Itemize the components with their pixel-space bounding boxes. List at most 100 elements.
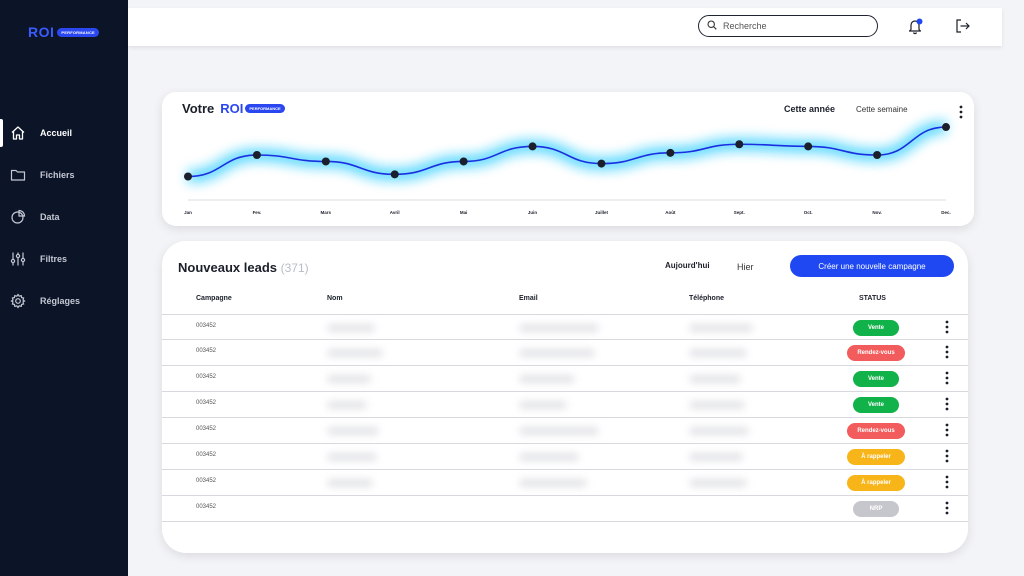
- row-kebab-menu-icon[interactable]: [944, 448, 950, 464]
- cell-email-blurred: [519, 401, 567, 409]
- cell-email-blurred: [519, 349, 595, 357]
- x-tick-label: Juillet: [595, 210, 609, 215]
- kebab-menu-icon[interactable]: [958, 104, 964, 120]
- filter-today[interactable]: Aujourd'hui: [665, 261, 710, 270]
- data-point[interactable]: [252, 151, 261, 159]
- gear-icon: [10, 293, 26, 309]
- data-point[interactable]: [390, 170, 399, 179]
- x-tick-label: Avril: [390, 210, 400, 215]
- row-kebab-menu-icon[interactable]: [944, 319, 950, 335]
- table-row[interactable]: 003452 Rendez-vous: [162, 340, 968, 366]
- status-badge: Rendez-vous: [847, 423, 905, 439]
- data-point[interactable]: [597, 159, 606, 168]
- data-point[interactable]: [528, 142, 537, 151]
- chart-title-badge: PERFORMANCE: [245, 104, 285, 113]
- cell-telephone-blurred: [689, 453, 743, 461]
- row-kebab-menu-icon[interactable]: [944, 500, 950, 516]
- data-point[interactable]: [942, 123, 950, 132]
- status-badge: À rappeler: [847, 475, 905, 491]
- table-row[interactable]: 003452 Rendez-vous: [162, 418, 968, 444]
- sidebar-item-label: Fichiers: [40, 170, 75, 180]
- data-point[interactable]: [873, 151, 882, 159]
- period-this-year[interactable]: Cette année: [784, 104, 836, 114]
- sidebar-item-label: Filtres: [40, 254, 68, 264]
- cell-campagne: 003452: [196, 400, 217, 406]
- data-point[interactable]: [184, 172, 192, 181]
- x-tick-label: Dec.: [941, 210, 951, 215]
- create-campaign-button[interactable]: Créer une nouvelle campagne: [790, 255, 954, 277]
- column-header-nom: Nom: [327, 295, 343, 302]
- filter-yesterday[interactable]: Hier: [737, 262, 754, 272]
- table-row[interactable]: 003452 À rappeler: [162, 470, 968, 496]
- row-kebab-menu-icon[interactable]: [944, 396, 950, 412]
- table-row[interactable]: 003452 NRP: [162, 496, 968, 522]
- x-tick-label: Mai: [460, 210, 468, 215]
- sidebar: ROI PERFORMANCE Accueil Fichiers Data F: [0, 0, 128, 576]
- data-point[interactable]: [459, 157, 468, 166]
- cell-email-blurred: [519, 479, 587, 487]
- cell-campagne: 003452: [196, 348, 217, 354]
- sidebar-item-data[interactable]: Data: [0, 196, 128, 238]
- data-point[interactable]: [666, 148, 675, 157]
- chart-card-title: Votre ROI PERFORMANCE: [182, 101, 285, 116]
- chart-title-brand: ROI: [220, 101, 244, 116]
- x-tick-label: Mars: [321, 210, 332, 215]
- search-input[interactable]: [723, 21, 863, 31]
- sidebar-item-reglages[interactable]: Réglages: [0, 280, 128, 322]
- logo[interactable]: ROI PERFORMANCE: [28, 24, 99, 40]
- cell-campagne: 003452: [196, 504, 217, 510]
- home-icon: [10, 125, 26, 141]
- table-row[interactable]: 003452 Vente: [162, 314, 968, 340]
- cell-nom-blurred: [327, 479, 373, 487]
- series-glow: [187, 121, 947, 183]
- column-header-email: Email: [519, 295, 538, 302]
- data-point[interactable]: [321, 157, 330, 166]
- cell-campagne: 003452: [196, 478, 217, 484]
- x-tick-label: Juin: [528, 210, 538, 215]
- x-tick-label: Jan: [184, 210, 192, 215]
- bell-icon[interactable]: [906, 17, 924, 35]
- performance-line-chart: Jan Fev. Mars Avril Mai Juin Juillet Août Sept. O…: [184, 121, 951, 215]
- row-kebab-menu-icon[interactable]: [944, 474, 950, 490]
- status-badge: Rendez-vous: [847, 345, 905, 361]
- row-kebab-menu-icon[interactable]: [944, 370, 950, 386]
- sidebar-item-label: Accueil: [40, 128, 73, 138]
- cell-telephone-blurred: [689, 401, 745, 409]
- row-kebab-menu-icon[interactable]: [944, 344, 950, 360]
- x-tick-label: Fev.: [253, 210, 262, 215]
- cell-nom-blurred: [327, 453, 377, 461]
- data-point[interactable]: [735, 140, 744, 149]
- status-badge: À rappeler: [847, 449, 905, 465]
- sidebar-item-filtres[interactable]: Filtres: [0, 238, 128, 280]
- status-badge: NRP: [853, 501, 899, 517]
- cell-campagne: 003452: [196, 323, 217, 329]
- status-badge: Vente: [853, 397, 899, 413]
- cell-nom-blurred: [327, 427, 379, 435]
- cell-nom-blurred: [327, 401, 367, 409]
- data-point[interactable]: [804, 142, 813, 151]
- cell-email-blurred: [519, 324, 599, 332]
- leads-count: (371): [280, 261, 309, 275]
- series-line: [187, 126, 947, 178]
- cell-email-blurred: [519, 453, 579, 461]
- row-kebab-menu-icon[interactable]: [944, 422, 950, 438]
- leads-table-body: 003452 Vente 003452 Rendez-vous 003452 Vente 0…: [162, 314, 968, 522]
- leads-title-text: Nouveaux leads: [178, 260, 277, 275]
- table-row[interactable]: 003452 Vente: [162, 366, 968, 392]
- x-tick-label: Oct.: [804, 210, 813, 215]
- search-box[interactable]: [698, 15, 878, 37]
- period-this-week[interactable]: Cette semaine: [856, 105, 908, 114]
- top-bar: [128, 8, 1002, 46]
- sidebar-item-accueil[interactable]: Accueil: [0, 112, 128, 154]
- cell-nom-blurred: [327, 349, 383, 357]
- table-row[interactable]: 003452 À rappeler: [162, 444, 968, 470]
- table-header: Campagne Nom Email Téléphone STATUS: [162, 295, 968, 311]
- x-tick-label: Nov.: [872, 210, 881, 215]
- column-header-campagne: Campagne: [196, 295, 232, 302]
- logout-icon[interactable]: [954, 17, 972, 35]
- sidebar-item-fichiers[interactable]: Fichiers: [0, 154, 128, 196]
- cell-nom-blurred: [327, 375, 371, 383]
- cell-nom-blurred: [327, 324, 375, 332]
- table-row[interactable]: 003452 Vente: [162, 392, 968, 418]
- cell-telephone-blurred: [689, 349, 747, 357]
